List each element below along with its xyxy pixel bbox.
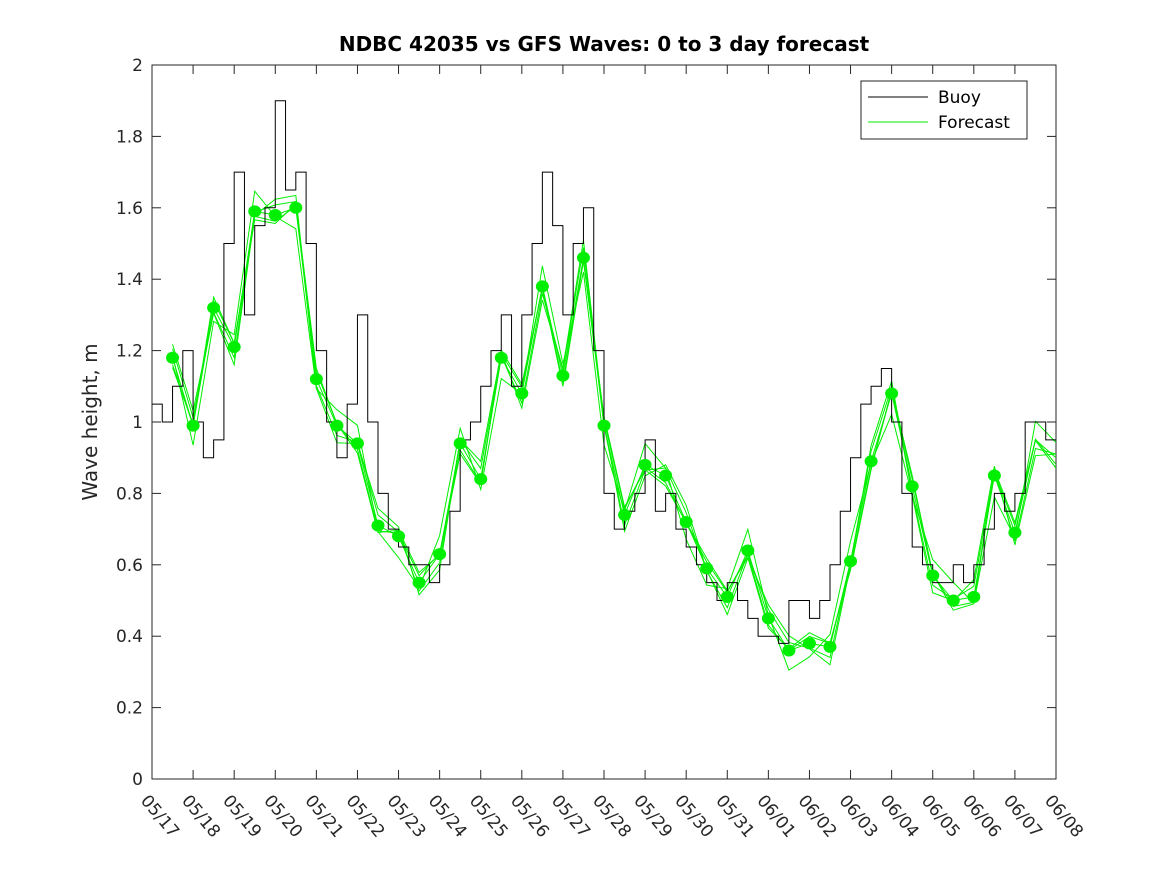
forecast-marker <box>227 341 241 354</box>
forecast-marker <box>679 515 693 528</box>
y-tick-label: 1.8 <box>116 127 143 147</box>
forecast-marker <box>905 480 919 493</box>
y-axis-label: Wave height, m <box>78 343 102 500</box>
forecast-marker <box>946 594 960 607</box>
forecast-marker <box>371 519 385 532</box>
forecast-marker <box>597 419 611 432</box>
forecast-marker <box>926 569 940 582</box>
forecast-marker <box>268 208 282 221</box>
forecast-marker <box>987 469 1001 482</box>
forecast-marker-layer <box>166 201 1022 657</box>
y-tick-label: 0 <box>132 770 143 790</box>
forecast-marker <box>1008 526 1022 539</box>
forecast-marker <box>166 351 180 364</box>
forecast-marker <box>823 640 837 653</box>
forecast-marker <box>741 544 755 557</box>
forecast-marker <box>556 369 570 382</box>
legend-box <box>860 80 1028 140</box>
forecast-marker <box>535 280 549 293</box>
forecast-marker <box>700 562 714 575</box>
forecast-marker <box>474 473 488 486</box>
forecast-marker <box>885 387 899 400</box>
forecast-marker <box>309 373 323 386</box>
forecast-marker <box>967 590 981 603</box>
forecast-marker <box>248 205 262 218</box>
forecast-marker <box>412 576 426 589</box>
y-tick-label: 1 <box>132 413 143 433</box>
forecast-marker <box>802 637 816 650</box>
legend-label-buoy: Buoy <box>938 88 981 108</box>
forecast-marker <box>761 612 775 625</box>
forecast-marker <box>392 530 406 543</box>
y-axis: 0 0.2 0.4 0.6 0.8 1 1.2 1.4 1.6 1.8 2 <box>116 56 1056 790</box>
y-tick-label: 1.6 <box>116 199 143 219</box>
forecast-marker <box>453 437 467 450</box>
y-tick-label: 0.6 <box>116 556 143 576</box>
forecast-marker <box>207 301 221 314</box>
legend-label-forecast: Forecast <box>938 113 1010 133</box>
forecast-marker <box>494 351 508 364</box>
forecast-marker <box>350 437 364 450</box>
y-tick-label: 0.8 <box>116 484 143 504</box>
y-tick-label: 2 <box>132 56 143 76</box>
forecast-marker <box>330 419 344 432</box>
forecast-marker <box>638 458 652 471</box>
forecast-marker <box>289 201 303 214</box>
forecast-member-line <box>172 194 1057 666</box>
y-tick-label: 0.2 <box>116 699 143 719</box>
forecast-marker <box>659 469 673 482</box>
forecast-marker <box>864 455 878 468</box>
forecast-marker <box>515 387 529 400</box>
y-tick-label: 0.4 <box>116 627 143 647</box>
y-tick-label: 1.2 <box>116 342 143 362</box>
legend: Buoy Forecast <box>860 80 1028 140</box>
chart-title: NDBC 42035 vs GFS Waves: 0 to 3 day fore… <box>339 32 870 56</box>
forecast-member-line <box>172 207 1057 652</box>
forecast-marker <box>576 251 590 264</box>
buoy-line <box>152 100 1056 644</box>
forecast-marker <box>782 644 796 657</box>
y-tick-label: 1.4 <box>116 270 143 290</box>
forecast-marker <box>844 555 858 568</box>
forecast-marker <box>433 548 447 561</box>
forecast-marker <box>186 419 200 432</box>
forecast-marker <box>618 508 632 521</box>
forecast-marker <box>720 590 734 603</box>
